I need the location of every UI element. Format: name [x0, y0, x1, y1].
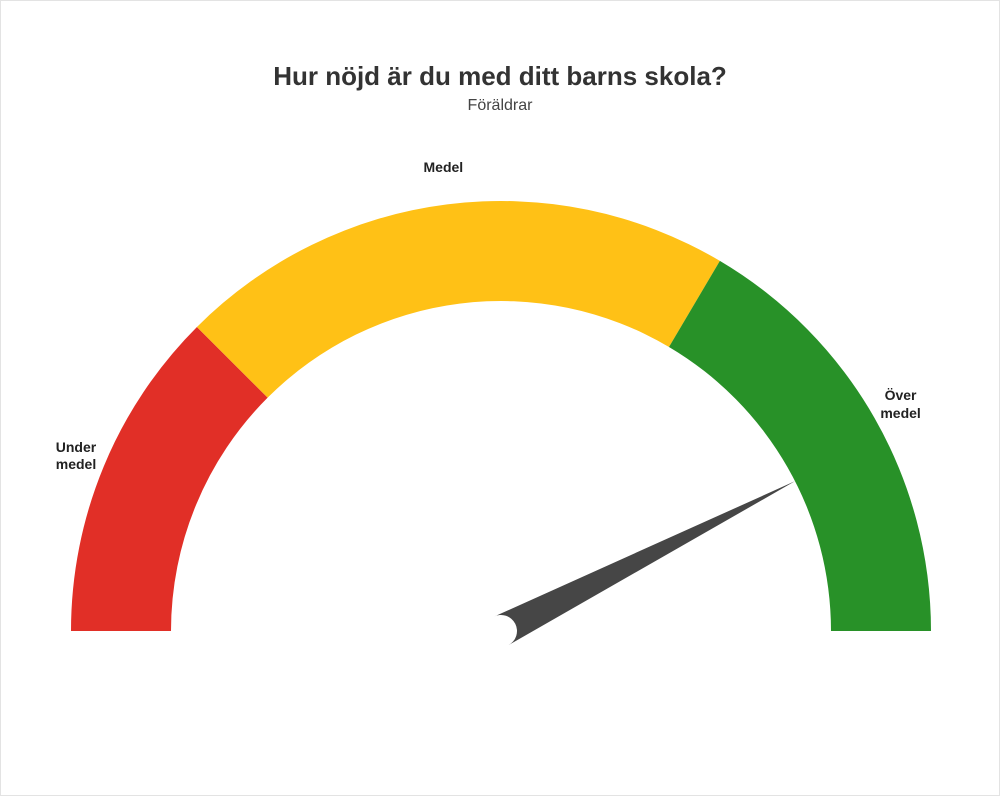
- gauge-svg: [1, 1, 1000, 797]
- gauge-segment: [669, 261, 931, 631]
- gauge-chart: Under medel Medel Över medel: [1, 1, 1000, 797]
- chart-frame: Hur nöjd är du med ditt barns skola? För…: [0, 0, 1000, 796]
- segment-label-under-medel: Under medel: [36, 439, 116, 474]
- segment-label-medel: Medel: [403, 159, 483, 177]
- segment-label-over-medel: Över medel: [861, 387, 941, 422]
- gauge-needle: [494, 481, 795, 645]
- gauge-segment: [197, 201, 720, 398]
- gauge-segment: [71, 327, 268, 631]
